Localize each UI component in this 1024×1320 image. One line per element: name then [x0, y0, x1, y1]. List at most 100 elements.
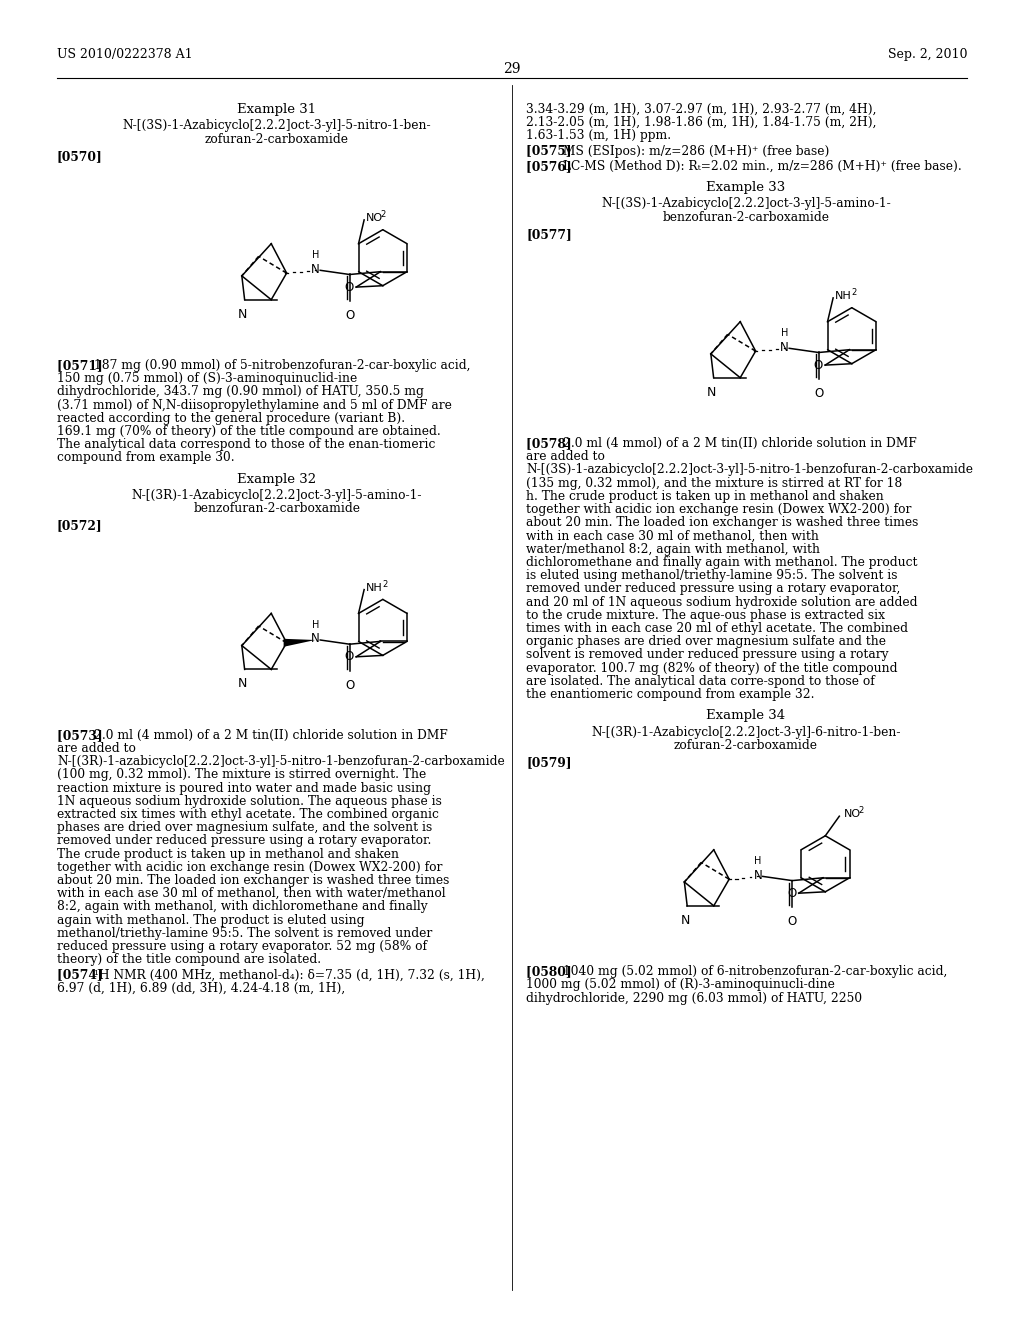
Text: 2: 2: [851, 288, 856, 297]
Text: 29: 29: [503, 62, 521, 77]
Text: phases are dried over magnesium sulfate, and the solvent is: phases are dried over magnesium sulfate,…: [57, 821, 432, 834]
Text: H: H: [780, 329, 787, 338]
Text: 1N aqueous sodium hydroxide solution. The aqueous phase is: 1N aqueous sodium hydroxide solution. Th…: [57, 795, 442, 808]
Text: 3.34-3.29 (m, 1H), 3.07-2.97 (m, 1H), 2.93-2.77 (m, 4H),: 3.34-3.29 (m, 1H), 3.07-2.97 (m, 1H), 2.…: [526, 103, 877, 116]
Text: are added to: are added to: [526, 450, 605, 463]
Text: N: N: [238, 308, 248, 321]
Text: evaporator. 100.7 mg (82% of theory) of the title compound: evaporator. 100.7 mg (82% of theory) of …: [526, 661, 897, 675]
Text: H: H: [754, 857, 762, 866]
Text: 2: 2: [382, 579, 387, 589]
Text: removed under reduced pressure using a rotary evaporator.: removed under reduced pressure using a r…: [57, 834, 431, 847]
Text: Example 31: Example 31: [238, 103, 316, 116]
Text: NH: NH: [836, 290, 852, 301]
Text: O: O: [344, 651, 354, 663]
Text: with in each ase 30 ml of methanol, then with water/methanol: with in each ase 30 ml of methanol, then…: [57, 887, 445, 900]
Text: 2: 2: [858, 807, 863, 816]
Text: with in each case 30 ml of methanol, then with: with in each case 30 ml of methanol, the…: [526, 529, 819, 543]
Text: N: N: [311, 263, 319, 276]
Text: about 20 min. The loaded ion exchanger is washed three times: about 20 min. The loaded ion exchanger i…: [57, 874, 450, 887]
Text: N: N: [754, 869, 762, 882]
Text: 1.63-1.53 (m, 1H) ppm.: 1.63-1.53 (m, 1H) ppm.: [526, 129, 671, 143]
Text: N-[(3S)-1-azabicyclo[2.2.2]oct-3-yl]-5-nitro-1-benzofuran-2-carboxamide: N-[(3S)-1-azabicyclo[2.2.2]oct-3-yl]-5-n…: [526, 463, 973, 477]
Text: [0579]: [0579]: [526, 756, 571, 770]
Text: [0580]: [0580]: [526, 965, 585, 978]
Text: reaction mixture is poured into water and made basic using: reaction mixture is poured into water an…: [57, 781, 431, 795]
Text: N: N: [780, 341, 788, 354]
Text: 187 mg (0.90 mmol) of 5-nitrobenzofuran-2-car-boxylic acid,: 187 mg (0.90 mmol) of 5-nitrobenzofuran-…: [94, 359, 470, 372]
Text: O: O: [814, 387, 823, 400]
Text: water/methanol 8:2, again with methanol, with: water/methanol 8:2, again with methanol,…: [526, 543, 820, 556]
Text: N-[(3S)-1-Azabicyclo[2.2.2]oct-3-yl]-5-nitro-1-ben-: N-[(3S)-1-Azabicyclo[2.2.2]oct-3-yl]-5-n…: [123, 120, 431, 132]
Text: compound from example 30.: compound from example 30.: [57, 451, 234, 465]
Text: NO: NO: [845, 809, 861, 820]
Text: about 20 min. The loaded ion exchanger is washed three times: about 20 min. The loaded ion exchanger i…: [526, 516, 919, 529]
Text: 1040 mg (5.02 mmol) of 6-nitrobenzofuran-2-car-boxylic acid,: 1040 mg (5.02 mmol) of 6-nitrobenzofuran…: [563, 965, 947, 978]
Text: is eluted using methanol/triethy-lamine 95:5. The solvent is: is eluted using methanol/triethy-lamine …: [526, 569, 897, 582]
Text: 150 mg (0.75 mmol) of (S)-3-aminoquinuclid-ine: 150 mg (0.75 mmol) of (S)-3-aminoquinucl…: [57, 372, 357, 385]
Text: [0576]: [0576]: [526, 160, 585, 173]
Text: 1000 mg (5.02 mmol) of (R)-3-aminoquinucli-dine: 1000 mg (5.02 mmol) of (R)-3-aminoquinuc…: [526, 978, 835, 991]
Text: N-[(3S)-1-Azabicyclo[2.2.2]oct-3-yl]-5-amino-1-: N-[(3S)-1-Azabicyclo[2.2.2]oct-3-yl]-5-a…: [601, 198, 891, 210]
Text: dihydrochloride, 343.7 mg (0.90 mmol) of HATU, 350.5 mg: dihydrochloride, 343.7 mg (0.90 mmol) of…: [57, 385, 424, 399]
Text: [0573]: [0573]: [57, 729, 116, 742]
Text: organic phases are dried over magnesium sulfate and the: organic phases are dried over magnesium …: [526, 635, 886, 648]
Text: [0574]: [0574]: [57, 969, 116, 981]
Text: together with acidic ion exchange resin (Dowex WX2-200) for: together with acidic ion exchange resin …: [526, 503, 911, 516]
Text: theory) of the title compound are isolated.: theory) of the title compound are isolat…: [57, 953, 322, 966]
Text: O: O: [787, 915, 797, 928]
Text: H: H: [311, 251, 318, 260]
Text: N-[(3R)-1-Azabicyclo[2.2.2]oct-3-yl]-5-amino-1-: N-[(3R)-1-Azabicyclo[2.2.2]oct-3-yl]-5-a…: [132, 490, 422, 502]
Text: ¹H NMR (400 MHz, methanol-d₄): δ=7.35 (d, 1H), 7.32 (s, 1H),: ¹H NMR (400 MHz, methanol-d₄): δ=7.35 (d…: [94, 969, 484, 981]
Text: (100 mg, 0.32 mmol). The mixture is stirred overnight. The: (100 mg, 0.32 mmol). The mixture is stir…: [57, 768, 426, 781]
Text: dihydrochloride, 2290 mg (6.03 mmol) of HATU, 2250: dihydrochloride, 2290 mg (6.03 mmol) of …: [526, 991, 862, 1005]
Text: benzofuran-2-carboxamide: benzofuran-2-carboxamide: [194, 503, 360, 515]
Text: N: N: [681, 913, 690, 927]
Text: N-[(3R)-1-azabicyclo[2.2.2]oct-3-yl]-5-nitro-1-benzofuran-2-carboxamide: N-[(3R)-1-azabicyclo[2.2.2]oct-3-yl]-5-n…: [57, 755, 505, 768]
Text: [0578]: [0578]: [526, 437, 585, 450]
Text: 6.97 (d, 1H), 6.89 (dd, 3H), 4.24-4.18 (m, 1H),: 6.97 (d, 1H), 6.89 (dd, 3H), 4.24-4.18 (…: [57, 982, 345, 994]
Text: reduced pressure using a rotary evaporator. 52 mg (58% of: reduced pressure using a rotary evaporat…: [57, 940, 427, 953]
Text: (3.71 mmol) of N,N-diisopropylethylamine and 5 ml of DMF are: (3.71 mmol) of N,N-diisopropylethylamine…: [57, 399, 452, 412]
Text: H: H: [311, 620, 318, 630]
Text: LC-MS (Method D): Rₜ=2.02 min., m/z=286 (M+H)⁺ (free base).: LC-MS (Method D): Rₜ=2.02 min., m/z=286 …: [563, 160, 962, 173]
Text: N: N: [311, 632, 319, 645]
Text: The crude product is taken up in methanol and shaken: The crude product is taken up in methano…: [57, 847, 399, 861]
Text: US 2010/0222378 A1: US 2010/0222378 A1: [57, 48, 193, 61]
Text: NH: NH: [367, 582, 383, 593]
Text: O: O: [345, 678, 354, 692]
Text: [0572]: [0572]: [57, 520, 102, 532]
Polygon shape: [284, 639, 315, 647]
Text: zofuran-2-carboxamide: zofuran-2-carboxamide: [205, 133, 349, 145]
Text: [0571]: [0571]: [57, 359, 116, 372]
Text: times with in each case 20 ml of ethyl acetate. The combined: times with in each case 20 ml of ethyl a…: [526, 622, 908, 635]
Text: the enantiomeric compound from example 32.: the enantiomeric compound from example 3…: [526, 688, 814, 701]
Text: dichloromethane and finally again with methanol. The product: dichloromethane and finally again with m…: [526, 556, 918, 569]
Text: are isolated. The analytical data corre-spond to those of: are isolated. The analytical data corre-…: [526, 675, 874, 688]
Text: Example 33: Example 33: [707, 181, 785, 194]
Text: h. The crude product is taken up in methanol and shaken: h. The crude product is taken up in meth…: [526, 490, 884, 503]
Text: NO: NO: [367, 213, 383, 223]
Text: MS (ESIpos): m/z=286 (M+H)⁺ (free base): MS (ESIpos): m/z=286 (M+H)⁺ (free base): [563, 145, 829, 157]
Text: 2.0 ml (4 mmol) of a 2 M tin(II) chloride solution in DMF: 2.0 ml (4 mmol) of a 2 M tin(II) chlorid…: [563, 437, 916, 450]
Text: 2.0 ml (4 mmol) of a 2 M tin(II) chloride solution in DMF: 2.0 ml (4 mmol) of a 2 M tin(II) chlorid…: [94, 729, 447, 742]
Text: extracted six times with ethyl acetate. The combined organic: extracted six times with ethyl acetate. …: [57, 808, 439, 821]
Text: 8:2, again with methanol, with dichloromethane and finally: 8:2, again with methanol, with dichlorom…: [57, 900, 428, 913]
Text: reacted according to the general procedure (variant B).: reacted according to the general procedu…: [57, 412, 406, 425]
Text: and 20 ml of 1N aqueous sodium hydroxide solution are added: and 20 ml of 1N aqueous sodium hydroxide…: [526, 595, 918, 609]
Text: N: N: [238, 677, 248, 690]
Text: together with acidic ion exchange resin (Dowex WX2-200) for: together with acidic ion exchange resin …: [57, 861, 442, 874]
Text: (135 mg, 0.32 mmol), and the mixture is stirred at RT for 18: (135 mg, 0.32 mmol), and the mixture is …: [526, 477, 902, 490]
Text: N: N: [707, 385, 717, 399]
Text: 2.13-2.05 (m, 1H), 1.98-1.86 (m, 1H), 1.84-1.75 (m, 2H),: 2.13-2.05 (m, 1H), 1.98-1.86 (m, 1H), 1.…: [526, 116, 877, 129]
Text: 169.1 mg (70% of theory) of the title compound are obtained.: 169.1 mg (70% of theory) of the title co…: [57, 425, 440, 438]
Text: Sep. 2, 2010: Sep. 2, 2010: [888, 48, 967, 61]
Text: Example 34: Example 34: [707, 709, 785, 722]
Text: [0570]: [0570]: [57, 150, 102, 162]
Text: O: O: [344, 281, 354, 293]
Text: Example 32: Example 32: [238, 473, 316, 486]
Text: The analytical data correspond to those of the enan-tiomeric: The analytical data correspond to those …: [57, 438, 435, 451]
Text: [0577]: [0577]: [526, 228, 571, 240]
Text: benzofuran-2-carboxamide: benzofuran-2-carboxamide: [663, 211, 829, 223]
Text: [0575]: [0575]: [526, 145, 585, 157]
Text: N-[(3R)-1-Azabicyclo[2.2.2]oct-3-yl]-6-nitro-1-ben-: N-[(3R)-1-Azabicyclo[2.2.2]oct-3-yl]-6-n…: [591, 726, 901, 739]
